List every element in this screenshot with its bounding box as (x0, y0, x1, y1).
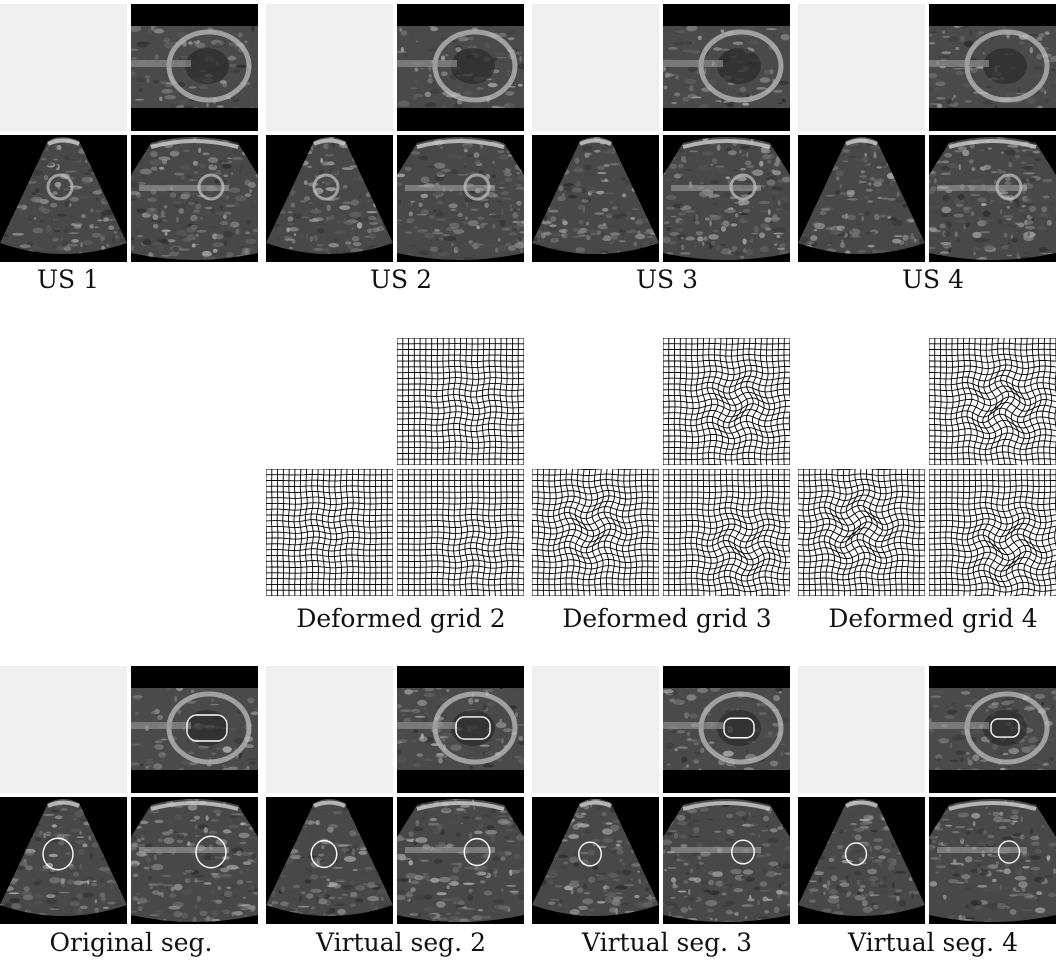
us-blank-quadrant (266, 4, 393, 131)
caption-seg-3: Virtual seg. 3 (582, 928, 752, 957)
seg-sagittal-slice (532, 797, 659, 924)
deformed-grid-sagittal (532, 469, 659, 596)
seg-coronal-slice (929, 797, 1056, 924)
deformed-grid-coronal (397, 469, 524, 596)
us-coronal-slice (929, 135, 1056, 262)
deformed-grid-axial (663, 338, 790, 465)
seg-sagittal-slice (798, 797, 925, 924)
grid-blank-quadrant (266, 338, 393, 465)
caption-us-3: US 3 (635, 265, 699, 294)
deformed-grid-axial (929, 338, 1056, 465)
us-sagittal-slice (266, 135, 393, 262)
deformed-grid-coronal (929, 469, 1056, 596)
deformed-grid-coronal (663, 469, 790, 596)
us-sagittal-slice (798, 135, 925, 262)
seg-sagittal-slice (266, 797, 393, 924)
us-coronal-slice (131, 135, 258, 262)
seg-coronal-slice (131, 797, 258, 924)
us-sagittal-slice (0, 135, 127, 262)
caption-us-1: US 1 (36, 265, 100, 294)
us-blank-quadrant (798, 4, 925, 131)
us-blank-quadrant (532, 4, 659, 131)
caption-us-2: US 2 (369, 265, 433, 294)
seg-blank-quadrant (0, 666, 127, 793)
us-axial-slice (397, 4, 524, 131)
seg-axial-slice (663, 666, 790, 793)
caption-grid-4: Deformed grid 4 (828, 604, 1038, 633)
seg-coronal-slice (663, 797, 790, 924)
seg-blank-quadrant (532, 666, 659, 793)
caption-seg-1: Original seg. (49, 928, 213, 957)
seg-sagittal-slice (0, 797, 127, 924)
seg-axial-slice (397, 666, 524, 793)
deformed-grid-sagittal (266, 469, 393, 596)
us-axial-slice (131, 4, 258, 131)
seg-blank-quadrant (798, 666, 925, 793)
caption-seg-2: Virtual seg. 2 (316, 928, 486, 957)
us-coronal-slice (663, 135, 790, 262)
us-axial-slice (663, 4, 790, 131)
caption-seg-4: Virtual seg. 4 (848, 928, 1018, 957)
deformed-grid-sagittal (798, 469, 925, 596)
grid-blank-quadrant (798, 338, 925, 465)
us-coronal-slice (397, 135, 524, 262)
seg-axial-slice (131, 666, 258, 793)
seg-blank-quadrant (266, 666, 393, 793)
caption-us-4: US 4 (901, 265, 965, 294)
caption-grid-3: Deformed grid 3 (562, 604, 772, 633)
seg-coronal-slice (397, 797, 524, 924)
us-blank-quadrant (0, 4, 127, 131)
caption-grid-2: Deformed grid 2 (296, 604, 506, 633)
us-axial-slice (929, 4, 1056, 131)
seg-axial-slice (929, 666, 1056, 793)
grid-blank-quadrant (532, 338, 659, 465)
deformed-grid-axial (397, 338, 524, 465)
us-sagittal-slice (532, 135, 659, 262)
